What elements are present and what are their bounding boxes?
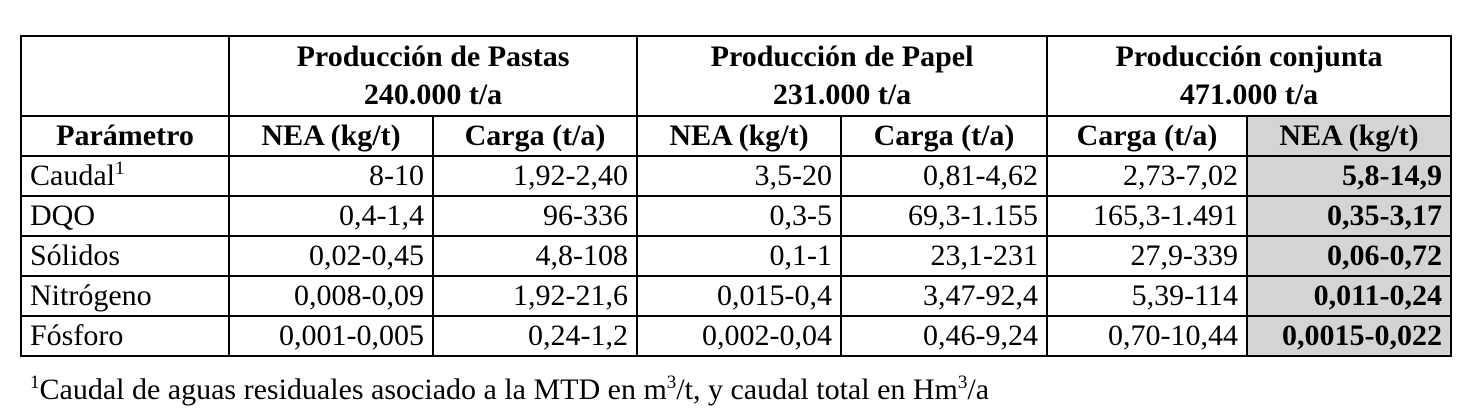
- group-header-pastas: Producción de Pastas 240.000 t/a: [227, 35, 639, 117]
- value-cell: 0,001-0,005: [228, 315, 434, 357]
- value-cell: 69,3-1.155: [840, 195, 1049, 237]
- highlight-value-cell: 0,35-3,17: [1246, 195, 1453, 237]
- group-subtitle: 231.000 t/a: [772, 78, 912, 111]
- column-header-nea-highlight: NEA (kg/t): [1246, 115, 1453, 157]
- value-cell: 0,81-4,62: [840, 155, 1049, 197]
- value-cell: 0,3-5: [636, 195, 843, 237]
- superscript-3: 3: [957, 372, 968, 393]
- footnote-text-2: /t, y caudal total en Hm: [676, 373, 958, 406]
- group-subtitle: 471.000 t/a: [1179, 78, 1319, 111]
- value-cell: 0,1-1: [636, 235, 843, 277]
- column-header-row: Parámetro NEA (kg/t) Carga (t/a) NEA (kg…: [20, 115, 1453, 157]
- param-label: Caudal: [30, 159, 115, 192]
- table-row: DQO 0,4-1,4 96-336 0,3-5 69,3-1.155 165,…: [20, 195, 1453, 237]
- footnote-marker: 1: [114, 158, 125, 179]
- value-cell: 2,73-7,02: [1046, 155, 1249, 197]
- effluent-table: Producción de Pastas 240.000 t/a Producc…: [20, 35, 1453, 357]
- param-cell: DQO: [20, 195, 230, 237]
- highlight-value-cell: 0,011-0,24: [1246, 275, 1453, 317]
- group-header-row: Producción de Pastas 240.000 t/a Producc…: [20, 35, 1453, 117]
- table-row: Fósforo 0,001-0,005 0,24-1,2 0,002-0,04 …: [20, 315, 1453, 357]
- column-header-carga: Carga (t/a): [431, 115, 639, 157]
- group-header-conjunta: Producción conjunta 471.000 t/a: [1046, 35, 1453, 117]
- column-header-parametro: Parámetro: [20, 115, 230, 157]
- column-header-carga: Carga (t/a): [1046, 115, 1249, 157]
- param-cell: Nitrógeno: [20, 275, 230, 317]
- value-cell: 3,5-20: [636, 155, 843, 197]
- value-cell: 3,47-92,4: [840, 275, 1049, 317]
- table-row: Sólidos 0,02-0,45 4,8-108 0,1-1 23,1-231…: [20, 235, 1453, 277]
- value-cell: 0,008-0,09: [228, 275, 434, 317]
- value-cell: 23,1-231: [840, 235, 1049, 277]
- param-cell: Caudal1: [20, 155, 230, 197]
- superscript-3: 3: [666, 372, 677, 393]
- value-cell: 0,02-0,45: [228, 235, 434, 277]
- value-cell: 8-10: [228, 155, 434, 197]
- value-cell: 4,8-108: [431, 235, 639, 277]
- column-header-carga: Carga (t/a): [840, 115, 1049, 157]
- value-cell: 165,3-1.491: [1046, 195, 1249, 237]
- value-cell: 0,70-10,44: [1046, 315, 1249, 357]
- group-title: Producción de Papel: [710, 40, 974, 73]
- value-cell: 1,92-2,40: [431, 155, 639, 197]
- value-cell: 0,002-0,04: [636, 315, 843, 357]
- group-subtitle: 240.000 t/a: [363, 78, 503, 111]
- highlight-value-cell: 0,0015-0,022: [1246, 315, 1453, 357]
- value-cell: 0,46-9,24: [840, 315, 1049, 357]
- highlight-value-cell: 5,8-14,9: [1246, 155, 1453, 197]
- param-cell: Sólidos: [20, 235, 230, 277]
- table-row: Caudal1 8-10 1,92-2,40 3,5-20 0,81-4,62 …: [20, 155, 1453, 197]
- table-row: Nitrógeno 0,008-0,09 1,92-21,6 0,015-0,4…: [20, 275, 1453, 317]
- value-cell: 5,39-114: [1046, 275, 1249, 317]
- value-cell: 0,4-1,4: [228, 195, 434, 237]
- footnote-text-3: /a: [967, 373, 990, 406]
- empty-corner-cell: [20, 35, 230, 117]
- footnote: 1Caudal de aguas residuales asociado a l…: [30, 372, 989, 408]
- footnote-marker: 1: [30, 372, 40, 393]
- value-cell: 0,24-1,2: [431, 315, 639, 357]
- value-cell: 27,9-339: [1046, 235, 1249, 277]
- group-title: Producción conjunta: [1115, 40, 1383, 73]
- value-cell: 1,92-21,6: [431, 275, 639, 317]
- value-cell: 0,015-0,4: [636, 275, 843, 317]
- column-header-nea: NEA (kg/t): [228, 115, 434, 157]
- column-header-nea: NEA (kg/t): [636, 115, 843, 157]
- param-cell: Fósforo: [20, 315, 230, 357]
- value-cell: 96-336: [431, 195, 639, 237]
- group-title: Producción de Pastas: [296, 40, 570, 73]
- group-header-papel: Producción de Papel 231.000 t/a: [636, 35, 1049, 117]
- footnote-text-1: Caudal de aguas residuales asociado a la…: [39, 373, 667, 406]
- highlight-value-cell: 0,06-0,72: [1246, 235, 1453, 277]
